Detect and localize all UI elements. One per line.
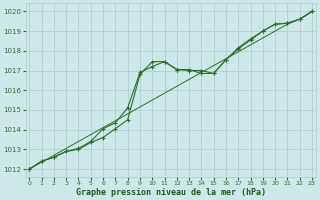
X-axis label: Graphe pression niveau de la mer (hPa): Graphe pression niveau de la mer (hPa) [76,188,266,197]
